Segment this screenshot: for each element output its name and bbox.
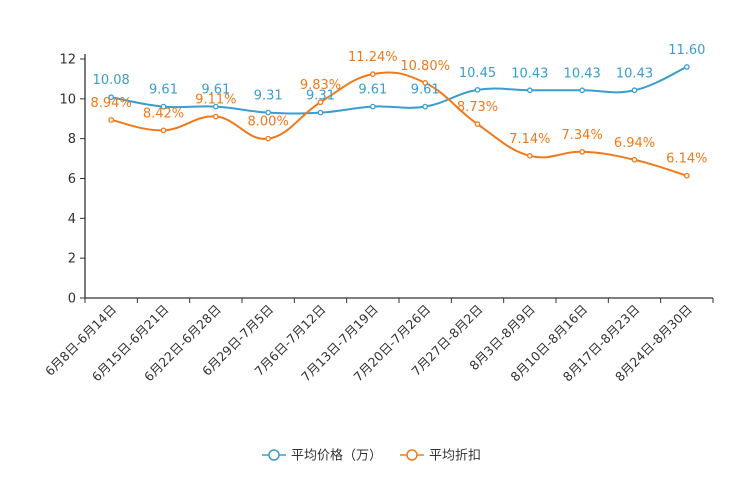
data-point-price [369, 103, 376, 110]
data-point-price [474, 87, 481, 93]
data-label-price: 10.45 [459, 66, 496, 81]
y-tick-label: 6 [68, 172, 76, 187]
series-group [108, 64, 690, 179]
y-tick-label: 8 [68, 132, 76, 147]
y-tick-label: 4 [68, 212, 76, 227]
data-label-price: 9.61 [201, 83, 230, 98]
data-label-discount: 6.14% [666, 152, 707, 167]
data-label-discount: 9.83% [300, 78, 341, 93]
data-labels: 10.08 9.61 9.61 9.31 9.31 9.61 9.61 10.45 10.43 1… [91, 43, 708, 167]
legend-marker-discount [406, 449, 418, 461]
data-label-price: 10.43 [511, 66, 548, 81]
axes: 0246810126月8日-6月14日6月15日-6月21日6月22日-6月28… [42, 53, 714, 384]
data-label-discount: 8.42% [143, 106, 184, 121]
data-point-price [317, 109, 324, 116]
series-line-discount [110, 71, 688, 177]
data-label-price: 10.43 [564, 66, 601, 81]
data-label-price: 9.61 [358, 83, 387, 98]
series-line-price [110, 66, 688, 115]
data-label-price: 9.61 [149, 83, 178, 98]
data-point-discount [579, 148, 586, 155]
data-label-price: 9.31 [306, 89, 335, 104]
data-point-discount [212, 113, 219, 120]
data-point-price [683, 64, 690, 70]
data-label-discount: 8.00% [248, 115, 289, 130]
data-point-discount [422, 80, 429, 86]
data-point-discount [526, 152, 533, 159]
legend-marker-price [268, 449, 280, 461]
data-label-price: 9.61 [411, 83, 440, 98]
data-label-discount: 8.73% [457, 100, 498, 115]
legend-label-price: 平均价格（万） [291, 448, 382, 464]
data-point-price [212, 103, 219, 110]
data-point-price [160, 103, 167, 110]
y-tick-label: 12 [59, 53, 76, 68]
data-label-price: 11.60 [668, 43, 705, 58]
data-point-discount [160, 127, 167, 134]
data-point-discount [631, 156, 638, 163]
data-label-price: 10.08 [93, 73, 130, 88]
data-label-price: 10.43 [616, 66, 653, 81]
data-label-discount: 8.94% [91, 96, 132, 111]
legend: 平均价格（万） 平均折扣 [262, 448, 481, 464]
data-point-price [422, 103, 429, 110]
data-label-discount: 9.11% [195, 93, 236, 108]
y-tick-label: 10 [59, 92, 76, 107]
data-label-discount: 10.80% [400, 59, 450, 74]
data-point-discount [683, 172, 690, 179]
legend-label-discount: 平均折扣 [429, 449, 481, 464]
data-point-price [579, 87, 586, 94]
data-point-price [265, 109, 272, 116]
data-label-discount: 6.94% [614, 136, 655, 151]
data-label-discount: 7.34% [562, 128, 603, 143]
y-tick-label: 0 [68, 292, 76, 307]
data-point-price [631, 87, 638, 94]
data-label-discount: 7.14% [509, 132, 550, 147]
data-point-discount [265, 135, 272, 142]
data-point-price [526, 87, 533, 94]
data-point-price [108, 94, 115, 101]
data-point-discount [108, 117, 115, 123]
data-point-discount [474, 121, 481, 127]
data-label-discount: 11.24% [348, 50, 398, 65]
y-tick-label: 2 [68, 252, 76, 267]
data-point-discount [317, 99, 324, 106]
data-point-discount [369, 71, 376, 77]
data-label-price: 9.31 [254, 89, 283, 104]
